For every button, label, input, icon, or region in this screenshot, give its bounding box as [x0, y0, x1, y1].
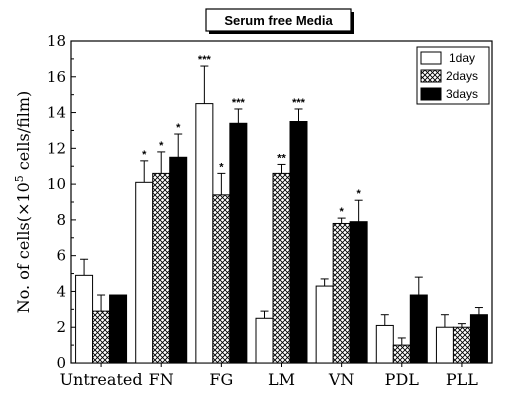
y-axis: 0 2 4 6 8 10 12 14 16 18: [47, 32, 76, 372]
y-tick-label: 10: [47, 175, 66, 193]
bar-1day: [315, 285, 334, 364]
chart-title: Serum free Media: [224, 13, 333, 28]
y-tick-label: 14: [47, 104, 66, 122]
significance-2days: *: [219, 161, 224, 173]
y-axis-title-main: No. of cells(×10: [14, 182, 33, 313]
bar-2days: [212, 194, 231, 364]
x-category-label: VN: [328, 370, 355, 389]
bar-3days: [289, 121, 308, 364]
y-tick-label: 2: [56, 318, 66, 336]
bar-3days: [109, 294, 128, 364]
significance-3days: ***: [292, 97, 306, 109]
bar-1day: [375, 324, 394, 364]
x-category-label: PDL: [385, 370, 420, 389]
significance-labels: *****************: [142, 54, 361, 218]
significance-3days: ***: [232, 97, 246, 109]
x-category-label: PLL: [446, 370, 478, 389]
x-category-label: FN: [149, 370, 174, 389]
legend-swatch-3days: [420, 87, 442, 101]
bar-2days: [152, 172, 171, 364]
bar-3days: [469, 314, 488, 364]
significance-2days: *: [340, 206, 345, 218]
y-tick-label: 6: [56, 247, 66, 265]
y-tick-label: 4: [56, 282, 66, 300]
legend-label-3days: 3days: [446, 87, 478, 101]
bar-1day: [255, 317, 274, 364]
y-tick-label: 18: [47, 32, 66, 50]
significance-2days: **: [277, 152, 286, 164]
x-axis: Untreated FN FG LM VN PDL PLL: [60, 363, 478, 389]
y-tick-label: 16: [47, 68, 66, 86]
bar-1day: [135, 181, 154, 364]
y-tick-label: 12: [47, 139, 66, 157]
y-tick-label: 0: [56, 354, 66, 372]
bar-3days: [169, 156, 188, 364]
significance-2days: *: [159, 140, 164, 152]
significance-3days: *: [176, 122, 181, 134]
legend-label-1day: 1day: [449, 51, 475, 65]
bar-3days: [409, 294, 428, 364]
significance-1day: ***: [198, 54, 212, 66]
x-category-label: LM: [268, 370, 295, 389]
legend-swatch-2days: [420, 69, 442, 83]
legend-swatch-1day: [420, 51, 442, 65]
bar-2days: [272, 172, 291, 364]
chart-title-box: Serum free Media: [205, 8, 354, 34]
bar-2days: [332, 222, 351, 364]
x-category-label: Untreated: [60, 370, 143, 389]
y-axis-title-tail: cells/film): [14, 91, 33, 176]
y-axis-title-exponent: 5: [13, 175, 26, 182]
bar-2days: [92, 310, 111, 364]
bar-1day: [435, 326, 454, 364]
legend-label-2days: 2days: [446, 69, 478, 83]
bars: [75, 103, 488, 364]
significance-1day: *: [142, 149, 147, 161]
bar-3days: [229, 122, 248, 364]
bar-1day: [75, 274, 94, 364]
bar-2days: [392, 344, 411, 364]
bar-1day: [195, 103, 214, 364]
bar-3days: [349, 221, 368, 364]
x-category-label: FG: [209, 370, 233, 389]
error-bars: [80, 65, 483, 346]
title-frame: [205, 8, 352, 32]
legend: 1day 2days 3days: [416, 46, 490, 105]
bar-2days: [452, 326, 471, 364]
y-axis-title: No. of cells(×105 cells/film): [13, 91, 33, 314]
y-tick-label: 8: [56, 211, 66, 229]
significance-3days: *: [357, 188, 362, 200]
